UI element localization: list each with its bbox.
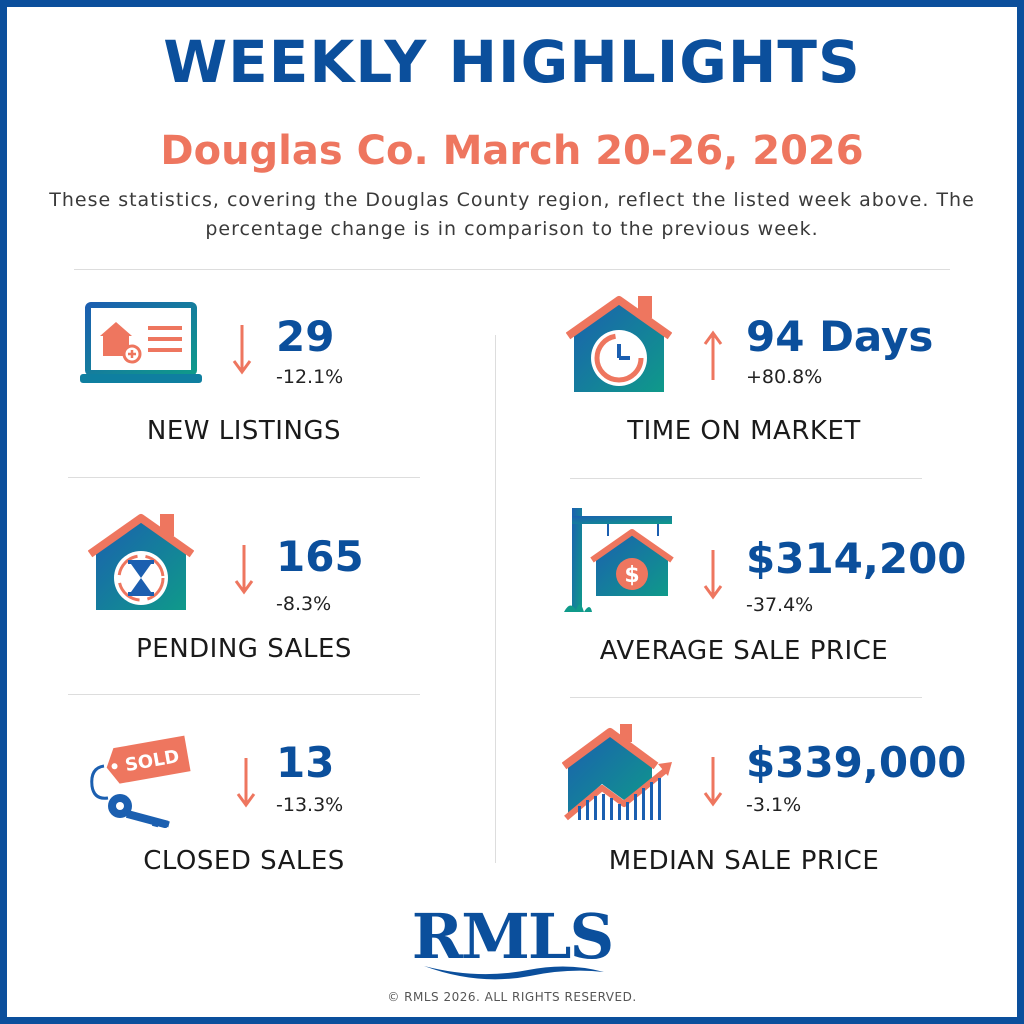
logo-swoosh-icon	[424, 966, 604, 980]
down-arrow-icon	[234, 545, 254, 595]
stat-value: $314,200	[746, 534, 967, 583]
stat-label: CLOSED SALES	[143, 846, 345, 876]
down-arrow-icon	[232, 325, 252, 375]
stat-value: 165	[276, 532, 364, 581]
down-arrow-icon	[703, 757, 723, 807]
svg-text:$: $	[624, 563, 639, 588]
stat-value: $339,000	[746, 738, 967, 787]
stat-label: MEDIAN SALE PRICE	[608, 846, 880, 876]
copyright-text: © RMLS 2026. ALL RIGHTS RESERVED.	[387, 990, 637, 1004]
house-chart-icon	[562, 724, 672, 821]
stat-label: NEW LISTINGS	[146, 416, 342, 446]
right-divider-1	[570, 478, 922, 479]
stat-change: -37.4%	[746, 594, 814, 616]
page-title: WEEKLY HIGHLIGHTS	[163, 28, 861, 96]
stat-value: 94 Days	[746, 312, 934, 361]
stat-label: AVERAGE SALE PRICE	[599, 636, 889, 666]
down-arrow-icon	[236, 758, 256, 808]
page-description: These statistics, covering the Douglas C…	[49, 189, 975, 240]
stat-label: TIME ON MARKET	[627, 416, 861, 446]
right-divider-2	[570, 697, 922, 698]
stat-value: 29	[276, 312, 335, 361]
stat-change: +80.8%	[746, 366, 823, 388]
left-divider-1	[68, 477, 420, 478]
laptop-house-icon	[80, 302, 202, 383]
house-hourglass-icon	[88, 514, 194, 610]
house-sign-dollar-icon: $	[564, 508, 674, 612]
house-clock-icon	[566, 296, 672, 392]
stat-change: -13.3%	[276, 794, 344, 816]
header-divider	[74, 269, 950, 270]
stat-change: -8.3%	[276, 593, 332, 615]
stat-label: PENDING SALES	[136, 634, 352, 664]
left-divider-2	[68, 694, 420, 695]
stat-change: -3.1%	[746, 794, 802, 816]
rmls-logo: RMLS	[411, 900, 615, 973]
down-arrow-icon	[703, 550, 723, 600]
up-arrow-icon	[703, 330, 723, 380]
page-subtitle: Douglas Co. March 20-26, 2026	[160, 128, 864, 174]
stat-change: -12.1%	[276, 366, 344, 388]
column-divider	[495, 335, 496, 863]
sold-tag-key-icon: SOLD	[90, 735, 191, 828]
stat-value: 13	[276, 738, 335, 787]
